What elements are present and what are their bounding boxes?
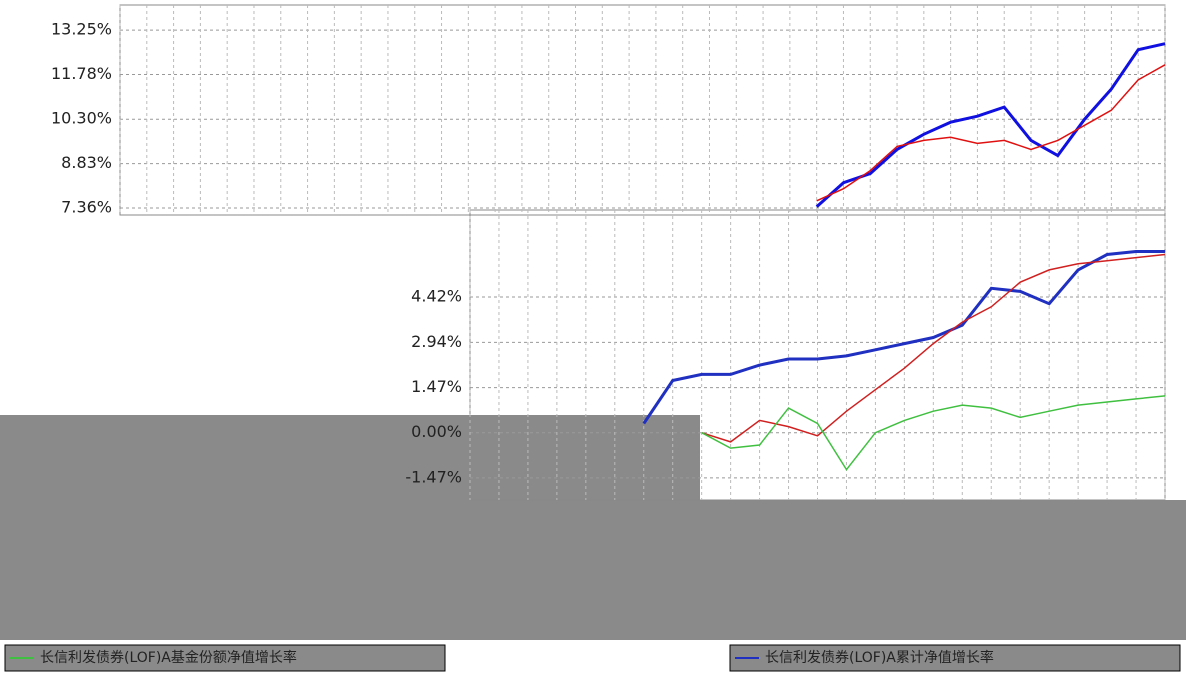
y-tick-label: 10.30% (51, 109, 112, 128)
series-line (815, 42, 1166, 208)
series-line (701, 253, 1166, 443)
y-tick-label: 7.36% (61, 198, 112, 217)
legend-label: 长信利发债券(LOF)A累计净值增长率 (765, 649, 994, 666)
series-line (701, 395, 1166, 471)
legend-box (4, 644, 446, 672)
y-tick-label: 11.78% (51, 64, 112, 83)
y-tick-label: 4.42% (411, 286, 462, 305)
y-tick-label: 13.25% (51, 20, 112, 39)
y-tick-label: 1.47% (411, 377, 462, 396)
legend-label: 长信利发债券(LOF)A基金份额净值增长率 (40, 649, 297, 666)
x-axis-band (0, 500, 1186, 640)
band (0, 415, 700, 500)
legend-box (729, 644, 1181, 672)
legend (4, 644, 1181, 672)
y-tick-label: 0.00% (411, 422, 462, 441)
y-tick-label: 2.94% (411, 332, 462, 351)
series-line (642, 250, 1165, 425)
y-tick-label: 8.83% (61, 153, 112, 172)
y-tick-label: -1.47% (405, 467, 462, 486)
series-line (816, 64, 1166, 202)
